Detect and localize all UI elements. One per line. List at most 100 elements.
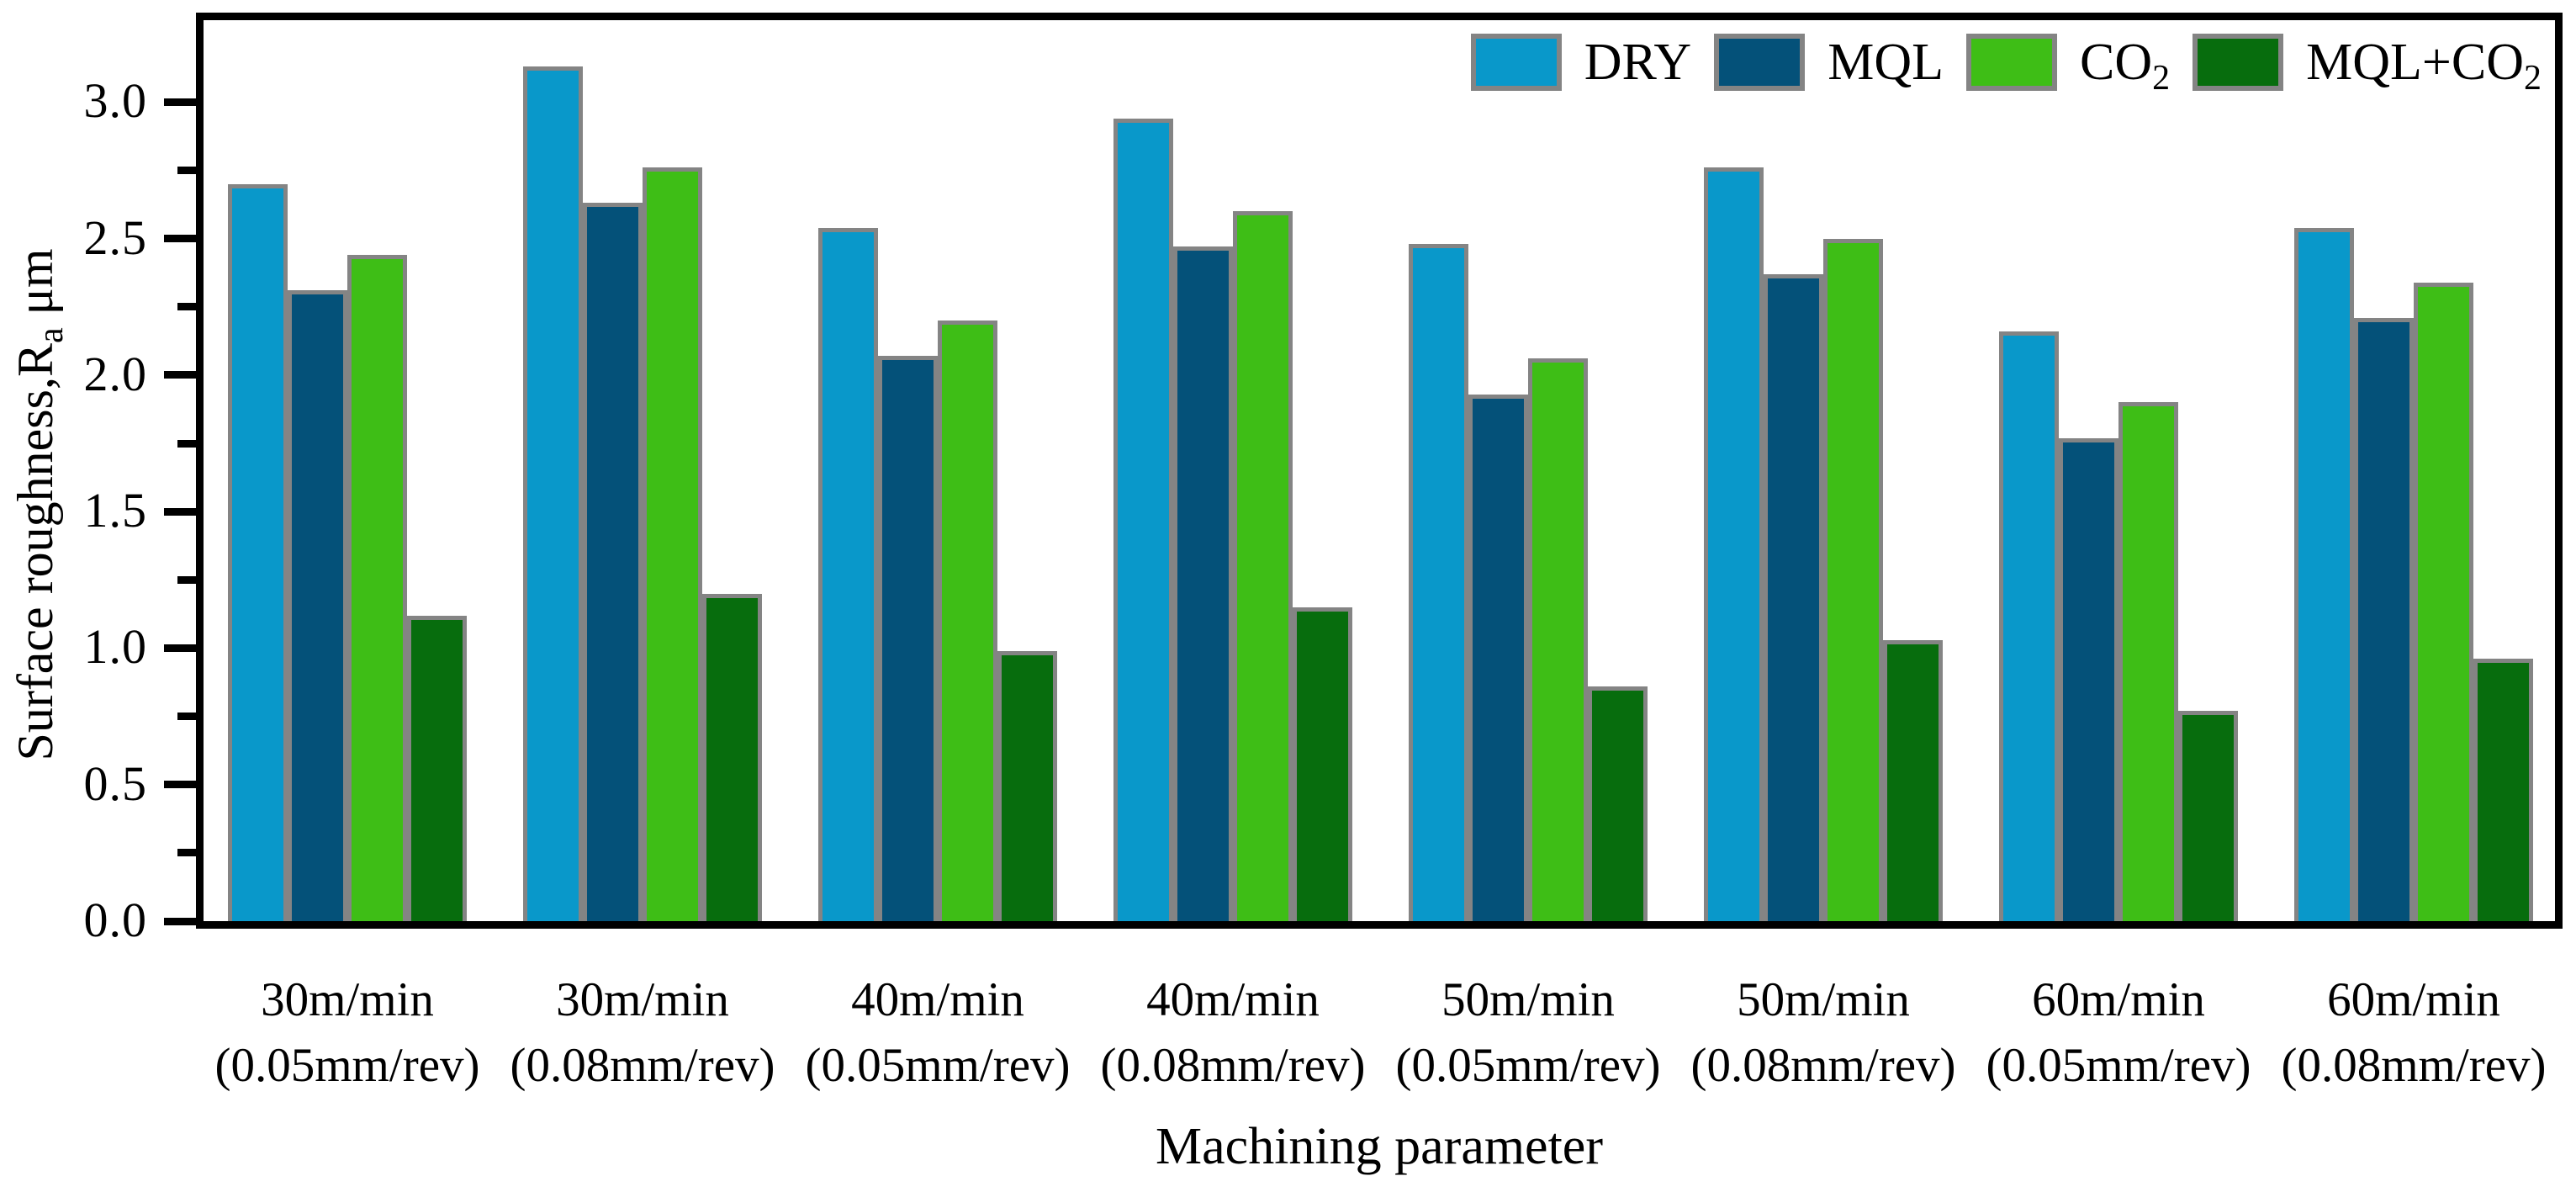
bar-co2-group2 [643, 167, 702, 921]
bar-mql-group3 [878, 356, 938, 921]
y-minor-tick-1.25 [177, 575, 196, 584]
y-tick-label-0.5: 0.5 [83, 755, 147, 811]
legend-label-subscript: 2 [2152, 58, 2171, 98]
x-category-speed: 60m/min [2327, 973, 2500, 1026]
bar-co2-group6 [1823, 239, 1883, 921]
bar-dry-group2 [523, 66, 583, 921]
bar-co2-group1 [347, 255, 407, 921]
bar-mqlco2-group4 [1293, 607, 1352, 921]
y-minor-tick-2.75 [177, 167, 196, 174]
x-category-speed: 50m/min [1441, 973, 1615, 1026]
legend: DRY MQL CO2 MQL+CO2 [1470, 34, 2542, 96]
legend-label-main: MQL+CO [2306, 34, 2524, 91]
legend-label-main: CO [2079, 34, 2153, 91]
legend-label: MQL [1828, 36, 1944, 88]
x-category-label-7: 60m/min (0.05mm/rev) [1967, 967, 2270, 1099]
bar-mqlco2-group6 [1883, 640, 1943, 921]
y-minor-tick-0.75 [177, 713, 196, 721]
x-category-label-2: 30m/min (0.08mm/rev) [491, 967, 794, 1099]
bar-dry-group6 [1704, 167, 1764, 921]
y-tick-label-3.0: 3.0 [83, 73, 147, 129]
y-major-tick-2.50 [164, 235, 196, 243]
bar-co2-group5 [1528, 358, 1588, 921]
y-tick-label-2.0: 2.0 [83, 346, 147, 401]
bar-co2-group3 [938, 321, 997, 921]
bar-mql-group5 [1468, 395, 1528, 921]
legend-item-co2: CO2 [1965, 34, 2170, 96]
x-category-label-1: 30m/min (0.05mm/rev) [196, 967, 499, 1099]
legend-label: CO2 [2079, 34, 2170, 96]
bar-mql-group4 [1173, 246, 1233, 921]
x-category-speed: 40m/min [1146, 973, 1320, 1026]
x-category-feed: (0.08mm/rev) [2281, 1039, 2547, 1092]
y-major-tick-1.50 [164, 507, 196, 516]
legend-swatch-icon [2193, 34, 2284, 91]
legend-item-dry: DRY [1470, 34, 1691, 91]
bar-mqlco2-group5 [1588, 686, 1648, 921]
legend-swatch-icon [1470, 34, 1562, 91]
x-category-feed: (0.08mm/rev) [1100, 1039, 1366, 1092]
y-major-tick-0.00 [164, 917, 196, 925]
bar-dry-group1 [228, 184, 288, 921]
legend-swatch-icon [1965, 34, 2057, 91]
bar-mqlco2-group7 [2178, 711, 2238, 921]
y-major-tick-1.00 [164, 644, 196, 652]
y-minor-tick-1.75 [177, 439, 196, 448]
x-category-label-3: 40m/min (0.05mm/rev) [786, 967, 1089, 1099]
legend-item-mql: MQL [1714, 34, 1944, 91]
x-category-speed: 30m/min [556, 973, 729, 1026]
bar-mql-group1 [288, 290, 347, 921]
y-minor-tick-0.25 [177, 849, 196, 857]
plot-area: DRY MQL CO2 MQL+CO2 [196, 13, 2563, 929]
x-axis-title: Machining parameter [1156, 1118, 1603, 1175]
x-category-label-5: 50m/min (0.05mm/rev) [1377, 967, 1679, 1099]
legend-label: MQL+CO2 [2306, 34, 2542, 96]
x-category-feed: (0.05mm/rev) [805, 1039, 1071, 1092]
bar-dry-group4 [1113, 119, 1173, 921]
y-major-tick-0.50 [164, 781, 196, 789]
x-category-speed: 30m/min [261, 973, 434, 1026]
y-tick-label-1.0: 1.0 [83, 619, 147, 675]
bar-mqlco2-group8 [2473, 659, 2533, 921]
bar-mqlco2-group2 [702, 594, 762, 921]
x-category-speed: 60m/min [2032, 973, 2205, 1026]
y-major-tick-2.00 [164, 371, 196, 379]
x-category-feed: (0.08mm/rev) [510, 1039, 775, 1092]
bar-mqlco2-group1 [407, 616, 467, 921]
y-major-tick-3.00 [164, 98, 196, 106]
x-category-feed: (0.05mm/rev) [214, 1039, 480, 1092]
legend-swatch-icon [1714, 34, 1806, 91]
x-category-label-6: 50m/min (0.08mm/rev) [1672, 967, 1975, 1099]
x-category-speed: 50m/min [1737, 973, 1910, 1026]
x-category-speed: 40m/min [851, 973, 1024, 1026]
y-axis-title-main: Surface roughness,R [8, 342, 63, 761]
legend-label-subscript: 2 [2524, 58, 2542, 98]
bar-mql-group8 [2354, 318, 2414, 921]
bar-mqlco2-group3 [997, 651, 1057, 921]
y-tick-label-1.5: 1.5 [83, 483, 147, 538]
x-category-feed: (0.05mm/rev) [1395, 1039, 1661, 1092]
bar-dry-group8 [2294, 228, 2354, 921]
y-minor-tick-2.25 [177, 303, 196, 311]
bar-dry-group3 [818, 228, 878, 921]
y-tick-label-0.0: 0.0 [83, 892, 147, 947]
bar-mql-group7 [2059, 438, 2118, 921]
bar-co2-group8 [2414, 283, 2473, 921]
x-category-label-8: 60m/min (0.08mm/rev) [2262, 967, 2565, 1099]
y-tick-label-2.5: 2.5 [83, 209, 147, 265]
bar-co2-group7 [2118, 402, 2178, 921]
bar-co2-group4 [1233, 211, 1293, 921]
x-category-feed: (0.08mm/rev) [1690, 1039, 1956, 1092]
bar-mql-group6 [1764, 274, 1823, 921]
legend-label-main: DRY [1584, 34, 1692, 91]
bar-dry-group7 [1999, 331, 2059, 921]
legend-item-mqlco2: MQL+CO2 [2193, 34, 2542, 96]
bar-mql-group2 [583, 203, 643, 921]
bar-dry-group5 [1409, 244, 1468, 921]
x-category-label-4: 40m/min (0.08mm/rev) [1082, 967, 1384, 1099]
y-axis-title-subscript: a [31, 327, 71, 343]
legend-label-main: MQL [1828, 34, 1944, 91]
x-category-feed: (0.05mm/rev) [1986, 1039, 2251, 1092]
legend-label: DRY [1584, 36, 1691, 88]
